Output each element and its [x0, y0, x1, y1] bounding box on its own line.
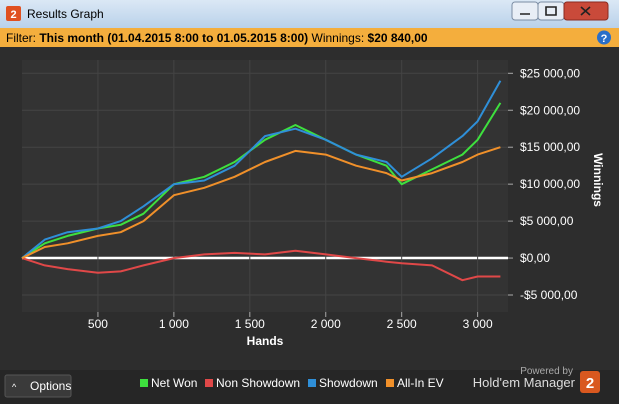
app-icon-text: 2	[10, 9, 16, 21]
x-tick-label: 1 000	[159, 317, 189, 331]
winnings-value: $20 840,00	[368, 31, 428, 45]
y-axis-title: Winnings	[591, 153, 605, 207]
y-tick-label: $20 000,00	[520, 103, 580, 117]
legend-swatch	[308, 379, 316, 387]
help-glyph: ?	[601, 33, 608, 45]
options-button[interactable]	[4, 374, 72, 398]
legend-label: Net Won	[151, 376, 197, 390]
x-axis-title: Hands	[247, 334, 284, 348]
brand-icon-text: 2	[586, 375, 594, 392]
x-tick-label: 2 000	[311, 317, 341, 331]
filter-text: Filter: This month (01.04.2015 8:00 to 0…	[6, 31, 428, 45]
y-tick-label: $25 000,00	[520, 66, 580, 80]
brand-icon	[580, 371, 600, 393]
y-tick-label: $10 000,00	[520, 177, 580, 191]
series-line	[21, 249, 501, 282]
legend-label: All-In EV	[397, 376, 444, 390]
options-caret: ^	[12, 382, 17, 392]
y-tick-label: -$5 000,00	[520, 288, 578, 302]
y-tick-label: $0,00	[520, 251, 550, 265]
maximize-button[interactable]	[537, 1, 565, 21]
x-tick-label: 2 500	[387, 317, 417, 331]
powered-by: Powered by	[520, 366, 573, 377]
legend-swatch	[386, 379, 394, 387]
x-tick-label: 3 000	[463, 317, 493, 331]
filter-range: This month (01.04.2015 8:00 to 01.05.201…	[39, 31, 308, 45]
legend: Net Won Non Showdown Showdown All-In EV	[140, 376, 444, 390]
series-line	[21, 80, 502, 259]
window-button-glyphs	[520, 6, 591, 16]
plot-area	[22, 60, 508, 312]
legend-swatch	[140, 379, 148, 387]
y-tick-label: $5 000,00	[520, 214, 574, 228]
series-line	[21, 146, 501, 259]
options-label: Options	[30, 379, 71, 393]
brand-name: Hold'em Manager	[473, 375, 576, 390]
plot: -$5 000,00 $0,00 $5 000,00 $10 000,00 $15 00…	[21, 60, 580, 331]
x-tick-label: 1 500	[235, 317, 265, 331]
minimize-button[interactable]	[511, 1, 539, 21]
filter-bar	[0, 28, 619, 47]
y-tick-label: $15 000,00	[520, 140, 580, 154]
window-title: Results Graph	[27, 7, 104, 21]
legend-label: Showdown	[319, 376, 378, 390]
legend-swatch	[205, 379, 213, 387]
filter-label: Filter:	[6, 31, 36, 45]
x-tick-label: 500	[88, 317, 108, 331]
legend-label: Non Showdown	[216, 376, 300, 390]
help-button[interactable]	[597, 30, 611, 45]
winnings-label: Winnings:	[312, 31, 365, 45]
app-icon	[6, 6, 21, 21]
